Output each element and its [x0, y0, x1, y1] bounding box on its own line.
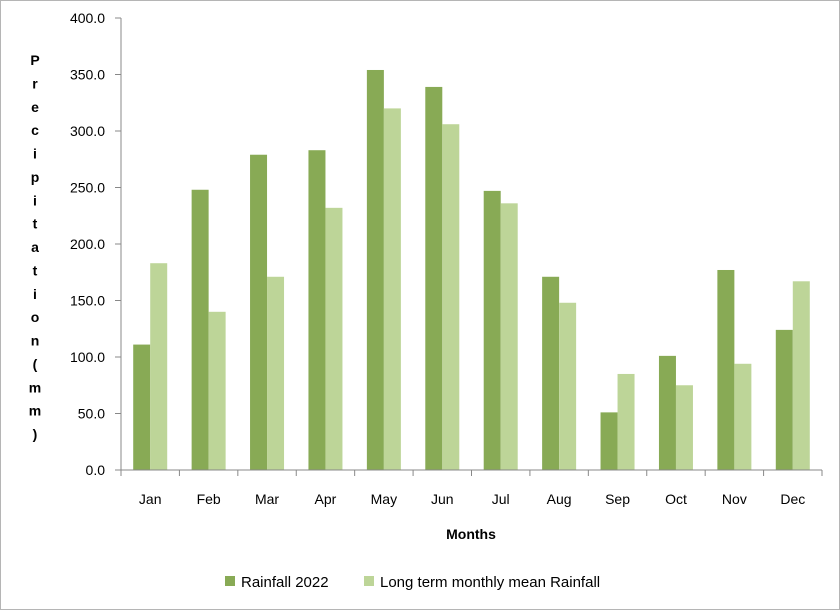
x-tick-label: Dec	[780, 491, 805, 507]
bar-rainfall-2022-jul	[483, 190, 501, 470]
legend-swatch	[364, 576, 374, 586]
bars	[133, 69, 810, 471]
x-tick-label: Apr	[315, 491, 337, 507]
y-tick-label: 250.0	[70, 180, 105, 196]
legend-swatch	[225, 576, 235, 586]
x-tick-label: Oct	[665, 491, 687, 507]
bar-long-term-mean-nov	[734, 363, 752, 470]
bar-rainfall-2022-mar	[250, 154, 268, 471]
bar-rainfall-2022-feb	[191, 189, 209, 470]
bar-rainfall-2022-nov	[717, 269, 735, 470]
x-tick-label: Sep	[605, 491, 630, 507]
x-axis-ticks: Jan Feb Mar Apr May Jun Jul Aug Sep Oct Nov Dec	[120, 470, 823, 507]
x-tick-label: Mar	[255, 491, 279, 507]
x-tick-label: May	[371, 491, 397, 507]
bar-long-term-mean-feb	[208, 311, 226, 470]
bar-rainfall-2022-dec	[775, 329, 793, 470]
x-tick-label: Jul	[492, 491, 510, 507]
bar-long-term-mean-aug	[559, 302, 577, 470]
y-tick-label: 50.0	[78, 406, 105, 422]
bar-long-term-mean-apr	[325, 207, 343, 470]
y-tick-label: 300.0	[70, 123, 105, 139]
bar-long-term-mean-oct	[675, 385, 693, 470]
y-tick-label: 0.0	[86, 462, 106, 478]
legend-label: Rainfall 2022	[241, 574, 329, 591]
bar-long-term-mean-sep	[617, 373, 635, 470]
y-tick-label: 400.0	[70, 10, 105, 26]
legend-label: Long term monthly mean Rainfall	[380, 574, 600, 591]
bar-rainfall-2022-jan	[133, 344, 151, 470]
x-axis-title: Months	[446, 526, 496, 542]
bar-rainfall-2022-apr	[308, 150, 326, 470]
y-tick-label: 200.0	[70, 236, 105, 252]
y-axis-ticks: 0.0 50.0 100.0 150.0 200.0 250.0 300.0 350.0 400…	[70, 10, 121, 478]
bar-long-term-mean-jun	[442, 124, 460, 470]
legend: Rainfall 2022 Long term monthly mean Rain…	[225, 574, 600, 591]
y-tick-label: 350.0	[70, 67, 105, 83]
y-tick-label: 150.0	[70, 293, 105, 309]
x-tick-label: Jun	[431, 491, 454, 507]
bar-rainfall-2022-aug	[542, 276, 560, 470]
bar-long-term-mean-dec	[792, 281, 810, 470]
bar-long-term-mean-may	[383, 108, 401, 471]
bar-rainfall-2022-may	[366, 69, 384, 470]
bar-long-term-mean-jul	[500, 203, 518, 470]
bar-long-term-mean-mar	[267, 276, 285, 470]
y-tick-label: 100.0	[70, 349, 105, 365]
bar-rainfall-2022-jun	[425, 86, 443, 471]
x-tick-label: Aug	[547, 491, 572, 507]
x-tick-label: Feb	[197, 491, 221, 507]
bar-long-term-mean-jan	[150, 263, 168, 470]
bar-rainfall-2022-oct	[658, 355, 676, 470]
x-tick-label: Jan	[139, 491, 162, 507]
bar-rainfall-2022-sep	[600, 412, 618, 470]
x-tick-label: Nov	[722, 491, 747, 507]
